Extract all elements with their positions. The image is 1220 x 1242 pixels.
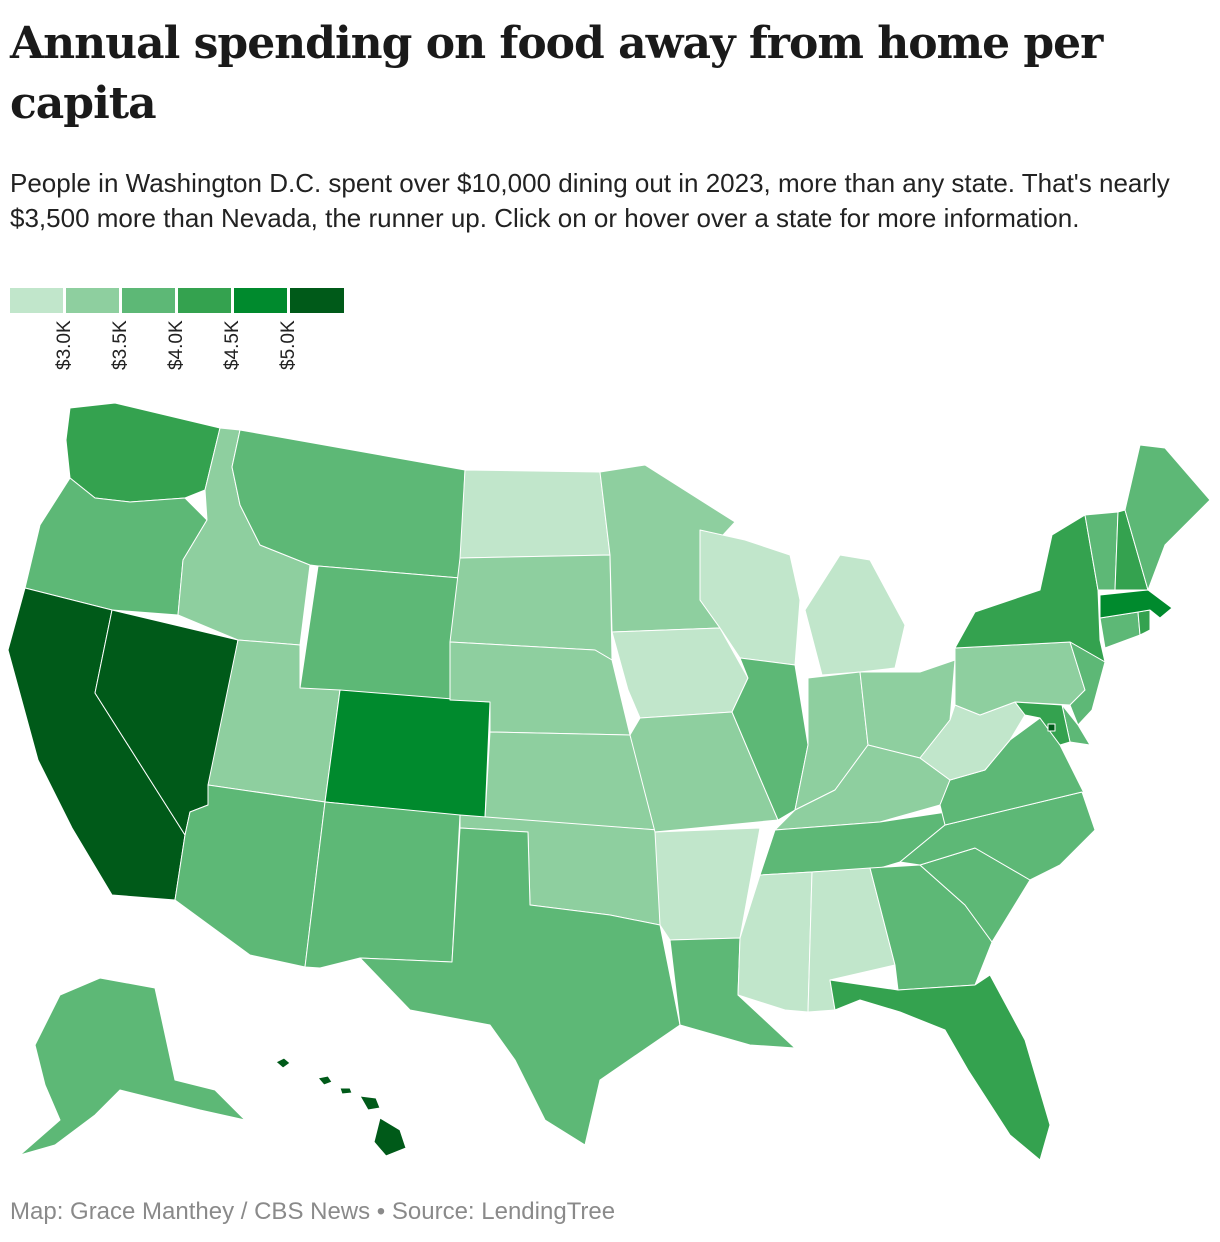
legend-tick-5000: $5.0K bbox=[278, 320, 299, 370]
state-ia[interactable] bbox=[611, 627, 749, 719]
state-me[interactable] bbox=[1124, 444, 1211, 591]
legend-tick-3000: $3.0K bbox=[54, 320, 75, 370]
state-ri[interactable] bbox=[1137, 609, 1151, 636]
state-wy[interactable] bbox=[299, 565, 461, 701]
legend-tick-4500: $4.5K bbox=[222, 320, 243, 370]
state-ms[interactable] bbox=[737, 871, 813, 1013]
legend-swatch-2 bbox=[66, 288, 119, 313]
state-ma[interactable] bbox=[1099, 589, 1173, 619]
state-tx[interactable] bbox=[359, 827, 681, 1146]
state-wi[interactable] bbox=[699, 529, 801, 666]
legend-swatch-6 bbox=[290, 288, 344, 313]
state-mi[interactable] bbox=[804, 554, 906, 676]
state-nd[interactable] bbox=[459, 469, 611, 559]
chart-subtitle: People in Washington D.C. spent over $10… bbox=[10, 168, 1170, 233]
state-wa[interactable] bbox=[65, 402, 221, 503]
state-co[interactable] bbox=[324, 689, 491, 819]
state-az[interactable] bbox=[174, 784, 326, 968]
legend-tick-4000: $4.0K bbox=[166, 320, 187, 370]
color-legend: $3.0K $3.5K $4.0K $4.5K $5.0K bbox=[10, 288, 346, 388]
source-credit: Map: Grace Manthey / CBS News • Source: … bbox=[10, 1198, 616, 1225]
legend-swatch-3 bbox=[122, 288, 175, 313]
state-fl[interactable] bbox=[829, 974, 1051, 1161]
state-md[interactable] bbox=[1014, 701, 1071, 746]
chart-title: Annual spending on food away from home p… bbox=[10, 18, 1103, 129]
legend-swatch-1 bbox=[10, 288, 63, 313]
state-hi[interactable] bbox=[275, 1057, 407, 1157]
state-ak[interactable] bbox=[19, 977, 246, 1156]
state-dc[interactable] bbox=[1047, 723, 1056, 732]
legend-tick-3500: $3.5K bbox=[110, 320, 131, 370]
state-nm[interactable] bbox=[304, 801, 461, 969]
state-ny[interactable] bbox=[954, 514, 1106, 663]
legend-swatch-4 bbox=[178, 288, 231, 313]
legend-swatch-5 bbox=[234, 288, 287, 313]
state-ks[interactable] bbox=[484, 731, 659, 831]
us-choropleth-map bbox=[7, 402, 1211, 1161]
state-il[interactable] bbox=[731, 657, 809, 821]
